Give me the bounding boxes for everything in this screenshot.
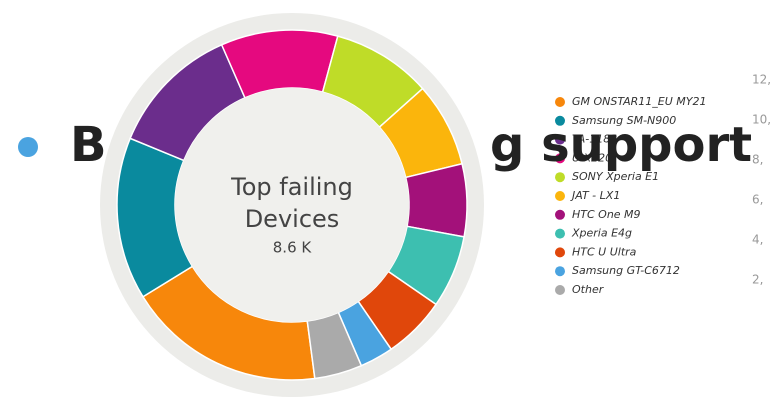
side-label: 10,: [752, 113, 770, 127]
legend: GM ONSTAR11_EU MY21 Samsung SM-N900 TA-118…: [555, 95, 706, 296]
legend-label: HTC One M9: [572, 208, 641, 221]
legend-label: Xperia E4g: [571, 227, 632, 240]
side-label: 6,: [752, 193, 763, 207]
slice: [404, 162, 468, 238]
legend-label: JAT - LX1: [570, 189, 620, 202]
donut: [116, 29, 468, 381]
side-label: 12,: [752, 73, 770, 87]
legend-swatch: [555, 266, 565, 277]
legend-label: GM ONSTAR11_EU MY21: [572, 95, 706, 108]
bullet-dot: [18, 137, 38, 157]
legend-swatch: [555, 228, 565, 239]
legend-label: U-X220: [572, 151, 612, 164]
legend-label: HTC U Ultra: [572, 245, 637, 258]
legend-swatch: [555, 115, 565, 126]
legend-label: Samsung SM-N900: [572, 114, 676, 127]
side-label: 4,: [752, 233, 763, 247]
center-value: 8.6 K: [273, 239, 313, 257]
legend-swatch: [555, 134, 565, 145]
legend-swatch: [555, 247, 565, 258]
legend-swatch: [555, 153, 565, 164]
side-label: 2,: [752, 273, 763, 287]
legend-label: SONY Xperia E1: [572, 170, 659, 183]
side-label: 8,: [752, 153, 763, 167]
legend-swatch: [555, 97, 565, 107]
legend-label: Samsung GT-C6712: [572, 264, 680, 277]
donut-hole: [175, 88, 409, 322]
legend-swatch: [555, 191, 565, 201]
bullet-text-left: B: [70, 117, 107, 173]
legend-swatch: [555, 172, 565, 183]
side-labels: 12, 10, 8, 6, 4, 2,: [752, 73, 770, 287]
legend-swatch: [555, 209, 565, 220]
center-title-2: Devices: [245, 205, 340, 233]
legend-swatch: [555, 285, 565, 295]
center-title-1: Top failing: [230, 173, 353, 201]
legend-label: TA-1182: [572, 133, 617, 146]
legend-label: Other: [572, 283, 605, 296]
bullet-text-right: g support: [490, 117, 752, 173]
